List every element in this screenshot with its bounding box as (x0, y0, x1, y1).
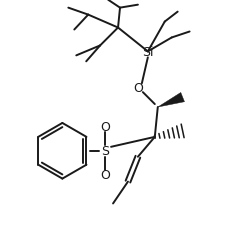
Text: O: O (100, 121, 110, 134)
Text: S: S (101, 145, 109, 158)
Text: O: O (133, 81, 143, 94)
Polygon shape (158, 93, 184, 108)
Text: O: O (100, 168, 110, 181)
Text: Si: Si (142, 46, 154, 59)
